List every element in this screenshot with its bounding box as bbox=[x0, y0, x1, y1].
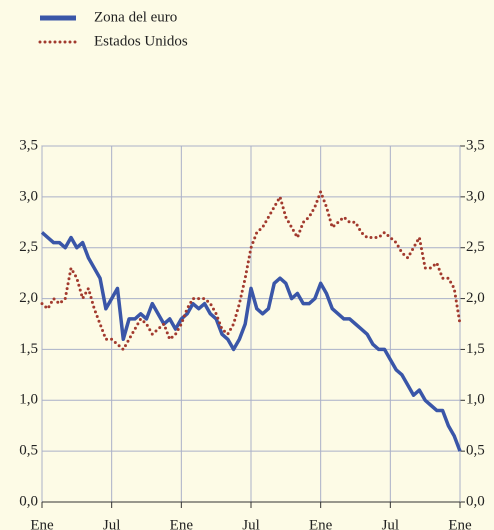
y2-tick-label: 3,5 bbox=[466, 137, 485, 153]
y2-tick-label: 1,0 bbox=[466, 392, 485, 408]
series-line bbox=[40, 187, 462, 352]
x-tick-label: Ene bbox=[309, 517, 333, 530]
y2-tick-label: 2,5 bbox=[466, 239, 485, 255]
y-tick-label: 2,0 bbox=[19, 290, 38, 306]
x-tick-label: Ene bbox=[170, 517, 194, 530]
y-tick-label: 0,0 bbox=[19, 493, 38, 509]
y2-tick-label: 1,5 bbox=[466, 341, 485, 357]
x-tick-label: Jul bbox=[382, 517, 400, 530]
y-tick-label: 1,0 bbox=[19, 392, 38, 408]
y2-tick-label: 3,0 bbox=[466, 188, 485, 204]
y-tick-label: 2,5 bbox=[19, 239, 38, 255]
y-tick-label: 3,5 bbox=[19, 137, 38, 153]
y-tick-label: 0,5 bbox=[19, 443, 38, 459]
series-line bbox=[40, 231, 462, 452]
legend-label: Estados Unidos bbox=[94, 33, 188, 49]
y2-tick-label: 0,5 bbox=[466, 443, 485, 459]
y2-tick-label: 0,0 bbox=[466, 493, 485, 509]
x-tick-label: Ene bbox=[30, 517, 54, 530]
y2-tick-label: 2,0 bbox=[466, 290, 485, 306]
y-tick-label: 1,5 bbox=[19, 341, 38, 357]
x-tick-label: Jul bbox=[242, 517, 260, 530]
legend-label: Zona del euro bbox=[94, 9, 177, 25]
y-tick-label: 3,0 bbox=[19, 188, 38, 204]
x-tick-label: Jul bbox=[103, 517, 121, 530]
x-tick-label: Ene bbox=[448, 517, 472, 530]
